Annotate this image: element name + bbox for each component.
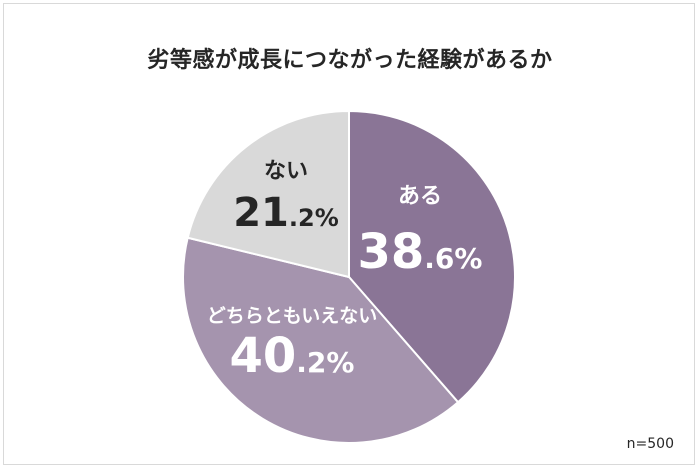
- sample-size-note: n=500: [626, 436, 674, 452]
- slice-aru-label: ある: [398, 184, 442, 209]
- slice-dochiratomo: [182, 236, 460, 444]
- slice-nai-value: 21.2%: [233, 190, 339, 236]
- slice-dochiratomo-label: どちらともいえない: [207, 305, 378, 327]
- slice-dochiratomo-value: 40.2%: [230, 328, 355, 384]
- slice-nai: [186, 109, 350, 279]
- chart-title: 劣等感が成長につながった経験があるか: [147, 48, 553, 73]
- slice-nai-label: ない: [264, 159, 308, 184]
- slice-aru-value: 38.6%: [358, 224, 483, 280]
- slice-aru: [348, 109, 516, 404]
